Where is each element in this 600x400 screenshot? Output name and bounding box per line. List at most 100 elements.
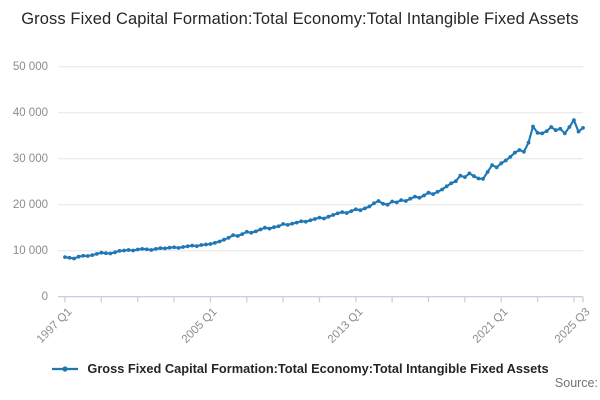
data-point-marker [290,221,295,226]
data-point-marker [572,118,576,122]
data-point-marker [376,199,381,203]
data-point-marker [549,125,554,129]
data-point-marker [90,253,95,257]
data-point-marker [385,202,390,207]
data-point-marker [263,225,267,230]
data-point-marker [285,223,290,227]
data-point-marker [567,125,572,129]
data-point-marker [431,192,435,197]
data-point-marker [294,220,299,225]
data-point-marker [322,216,326,221]
data-point-marker [544,129,549,134]
data-point-marker [190,243,195,248]
data-point-marker [63,255,67,259]
data-point-marker [367,204,372,209]
data-point-marker [581,126,585,130]
data-point-marker [426,190,431,195]
data-point-marker [99,250,104,255]
legend: Gross Fixed Capital Formation:Total Econ… [0,361,600,376]
data-point-marker [213,241,217,245]
data-point-marker [358,208,363,213]
data-point-marker [231,233,236,238]
data-point-marker [326,214,331,219]
data-point-marker [453,179,458,184]
data-point-marker [476,176,481,181]
data-point-marker [158,246,163,251]
data-point-marker [372,201,376,206]
data-point-marker [499,161,504,166]
data-point-marker [467,171,472,176]
data-point-marker [363,206,367,211]
data-point-marker [217,239,222,244]
data-point-marker [435,189,440,194]
data-point-marker [540,131,544,136]
data-point-marker [163,246,167,251]
data-point-marker [85,254,90,258]
data-point-marker [94,252,99,256]
data-point-marker [72,256,76,261]
data-point-marker [422,193,426,198]
data-point-marker [417,195,422,200]
data-point-marker [276,224,281,229]
data-point-marker [67,255,72,260]
data-point-marker [444,184,449,189]
y-axis-tick-label: 10 000 [12,244,48,257]
data-point-marker [558,126,563,131]
data-point-marker [576,129,581,134]
data-point-marker [199,243,204,247]
data-point-marker [140,247,145,251]
data-point-marker [81,253,86,258]
data-point-marker [258,227,263,232]
data-point-marker [76,254,81,259]
data-point-marker [353,207,358,212]
data-point-marker [517,148,522,152]
data-point-marker [317,215,322,220]
data-point-marker [331,213,335,217]
data-point-marker [108,251,113,256]
data-point-marker [131,248,136,253]
data-point-marker [408,196,413,201]
data-point-marker [149,248,154,252]
data-point-marker [531,124,535,129]
data-point-marker [172,245,177,250]
data-point-marker [135,247,140,252]
legend-label: Gross Fixed Capital Formation:Total Econ… [87,361,549,376]
data-point-marker [403,199,408,203]
y-axis-tick-label: 40 000 [12,106,48,119]
data-point-marker [344,211,349,215]
data-point-marker [449,181,454,186]
source-label: Source: [554,376,598,390]
data-point-marker [104,251,108,256]
data-point-marker [463,175,467,180]
data-point-marker [126,248,131,252]
chart-title: Gross Fixed Capital Formation:Total Econ… [21,10,579,28]
legend-line-marker-icon [52,365,79,372]
data-point-marker [185,244,190,249]
data-point-marker [240,232,245,237]
data-point-marker [440,187,444,192]
data-point-marker [181,245,186,249]
data-point-marker [526,140,531,145]
data-point-marker [485,170,490,174]
data-line-series [63,119,585,260]
data-point-marker [303,219,308,224]
data-point-marker [235,234,240,238]
data-point-marker [472,174,476,179]
data-point-marker [122,248,126,253]
data-point-marker [222,237,226,242]
data-point-marker [208,242,213,246]
data-point-marker [562,131,567,136]
data-point-marker [399,198,404,203]
data-point-marker [176,246,181,250]
data-point-marker [308,218,313,223]
y-axis-tick-label: 50 000 [12,60,48,73]
y-axis-tick-label: 20 000 [12,198,48,211]
data-point-marker [253,229,258,234]
data-point-marker [272,225,276,230]
data-point-marker [503,158,508,163]
data-point-marker [226,235,231,240]
data-point-marker [535,131,540,135]
data-point-marker [335,211,340,216]
